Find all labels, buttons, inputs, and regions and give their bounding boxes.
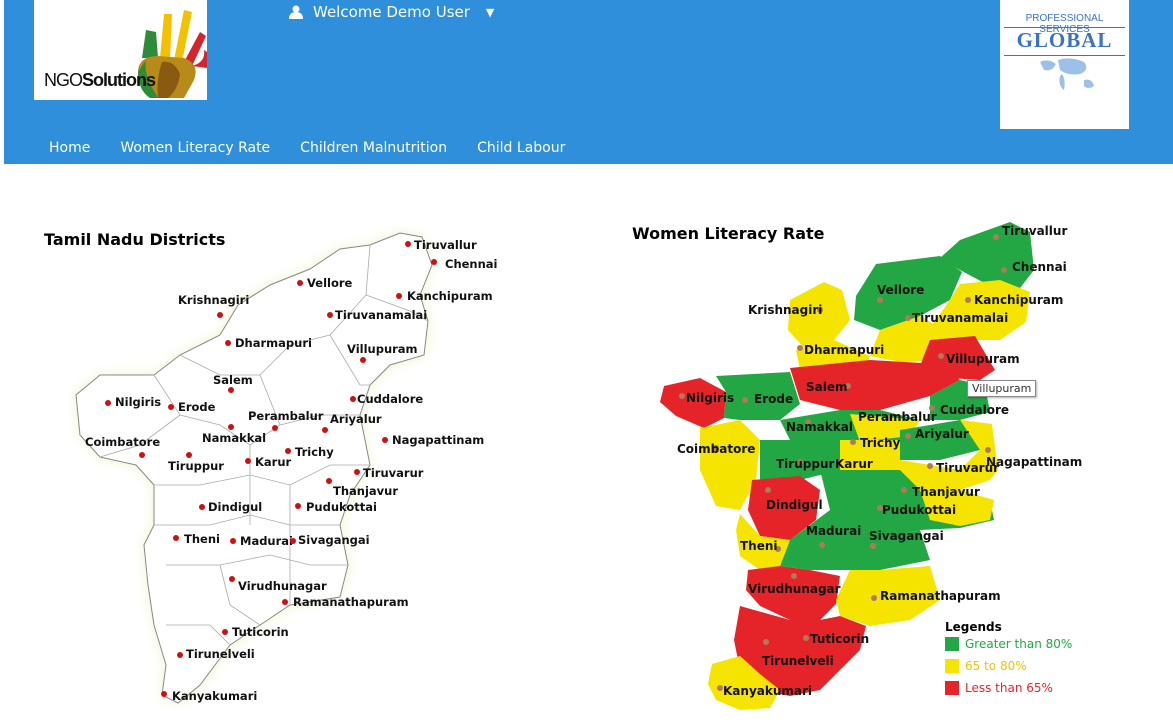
ngo-solutions-logo[interactable]: NGOSolutions	[34, 0, 207, 100]
left-panel-title: Tamil Nadu Districts	[44, 230, 226, 249]
map-legend: Legends Greater than 80% 65 to 80% Less …	[945, 620, 1072, 695]
legend-title: Legends	[945, 620, 1002, 634]
legend-label: Less than 65%	[965, 681, 1053, 695]
nav-home[interactable]: Home	[49, 140, 91, 156]
nav-children-malnutrition[interactable]: Children Malnutrition	[300, 140, 448, 156]
legend-swatch-red	[945, 681, 959, 695]
legend-item: Less than 65%	[945, 681, 1072, 695]
districts-map	[75, 232, 433, 704]
nav-women-literacy-rate[interactable]: Women Literacy Rate	[120, 140, 271, 156]
right-panel-title: Women Literacy Rate	[632, 224, 825, 243]
logo-title: GLOBAL	[1016, 28, 1113, 52]
map-tooltip: Villupuram	[967, 380, 1037, 397]
legend-swatch-green	[945, 637, 959, 651]
logo-subtitle: PROFESSIONAL SERVICES	[1025, 13, 1104, 35]
legend-item: 65 to 80%	[945, 659, 1072, 673]
legend-label: 65 to 80%	[965, 659, 1027, 673]
header-bar: NGOSolutions Welcome Demo User ▼ PROFESS…	[4, 0, 1173, 164]
legend-label: Greater than 80%	[965, 637, 1073, 651]
chevron-down-icon[interactable]: ▼	[485, 5, 495, 19]
logo-divider	[1004, 27, 1125, 28]
world-map-icon	[1040, 58, 1094, 90]
legend-item: Greater than 80%	[945, 637, 1072, 651]
legend-swatch-yellow	[945, 659, 959, 673]
nav-child-labour[interactable]: Child Labour	[477, 140, 566, 156]
user-icon	[289, 5, 303, 19]
hand-icon	[138, 10, 207, 98]
logo-divider	[1004, 55, 1125, 56]
logo-text: NGOSolutions	[44, 70, 156, 90]
user-menu[interactable]: Welcome Demo User ▼	[289, 3, 494, 21]
main-nav: Home Women Literacy Rate Children Malnut…	[49, 140, 565, 156]
tamil-nadu-outline	[75, 232, 433, 704]
professional-services-global-logo[interactable]: PROFESSIONAL SERVICES GLOBAL	[1000, 0, 1129, 129]
welcome-text: Welcome Demo User	[313, 3, 470, 21]
